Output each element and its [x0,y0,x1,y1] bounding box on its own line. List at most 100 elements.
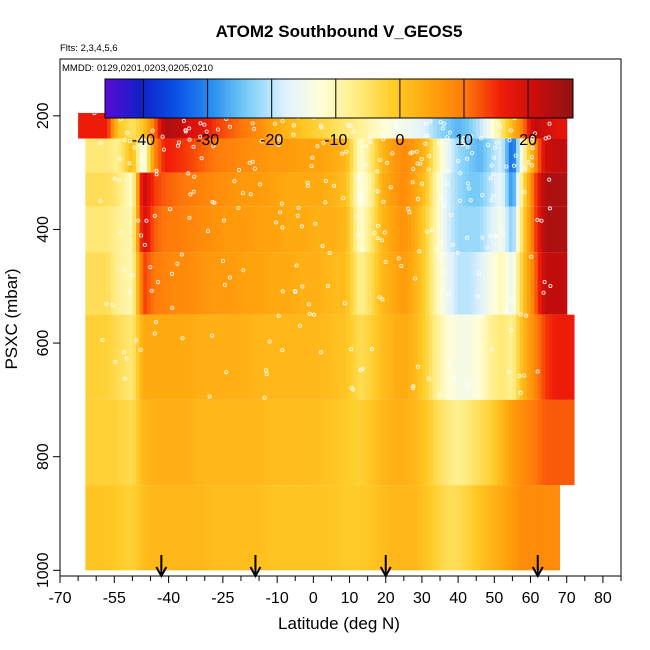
obs-point [522,189,527,194]
colorbar-segment [323,79,326,118]
obs-point [504,164,509,169]
x-tick-label: -70 [48,590,71,607]
heat-cell [458,485,463,571]
heat-cell [338,314,343,400]
obs-point [399,263,404,268]
heat-cell [331,172,336,207]
colorbar-segment [293,79,296,118]
colorbar-segment [521,79,524,118]
heat-cell [96,485,101,571]
heat-cell [483,172,488,207]
heat-cell [103,172,108,207]
heat-cell [479,485,485,571]
colorbar-segment [537,79,540,118]
heat-cell [432,399,438,486]
heat-cell [259,138,264,173]
heat-cell [324,399,329,486]
heat-cell [425,485,430,571]
heat-cell [487,485,492,571]
heat-cell [85,112,90,139]
heat-cell [262,485,267,571]
x-tick-label: -10 [266,590,289,607]
colorbar-segment [329,79,332,118]
heatmap-cells [78,93,575,571]
heat-cell [150,112,155,139]
obs-point [211,144,216,149]
heat-cell [389,112,394,139]
heat-cell [128,138,133,173]
heat-cell [168,138,173,173]
heat-cell [505,112,510,139]
heat-cell [313,252,318,315]
heat-cell [316,485,322,571]
heat-cell [342,112,347,139]
colorbar-segment [387,79,390,118]
heat-cell [378,485,383,571]
heat-cell [472,314,477,400]
heat-cell [512,399,517,486]
heat-cell [103,314,108,400]
heat-cell [92,252,97,315]
heat-cell [136,485,141,571]
heat-cell [468,314,474,400]
heat-cell [215,138,220,173]
heat-cell [132,485,137,571]
colorbar-segment [419,79,422,118]
heat-cell [421,314,427,400]
obs-point [468,134,473,139]
x-tick-label: 0 [309,590,318,607]
obs-point [415,196,420,201]
heat-cell [537,172,542,207]
heat-cell [403,172,409,207]
heat-cell [88,314,94,400]
heat-cell [212,206,217,253]
obs-point [263,368,268,373]
obs-point [508,328,513,333]
obs-point [508,128,513,133]
colorbar-segment [459,79,462,118]
colorbar-segment [311,79,314,118]
heat-cell [269,314,275,400]
heat-cell [519,112,524,139]
heat-cell [302,485,307,571]
obs-point [468,198,473,203]
heat-cell [349,252,354,315]
obs-point [535,369,540,374]
heat-cell [454,314,459,400]
obs-point [518,312,523,317]
obs-point [170,305,175,310]
heat-cell [121,314,126,400]
heat-cell [96,252,101,315]
heat-cell [215,485,220,571]
heat-cell [157,206,162,253]
heat-cell [497,252,503,315]
colorbar-segment [487,79,490,118]
arrow-head [531,566,544,579]
heat-cell [92,399,97,486]
heat-cell [537,138,542,173]
obs-point [276,313,281,318]
colorbar-segment [495,79,498,118]
heat-cell [316,138,322,173]
heat-cell [483,399,488,486]
heat-cell [552,206,557,253]
heat-cell [490,485,495,571]
obs-point [169,271,174,276]
heat-cell [544,112,550,139]
heat-cell [291,112,296,139]
obs-point [192,174,197,179]
heat-cell [117,314,123,400]
obs-point [496,132,501,137]
colorbar-segment [479,79,482,118]
heat-cell [374,485,380,571]
heat-cell [248,399,253,486]
heat-cell [327,112,333,139]
heat-cell [534,138,539,173]
colorbar-segment [453,79,456,118]
heat-cell [534,206,539,253]
heat-cell [367,206,372,253]
heat-cell [230,172,235,207]
heat-cell [143,485,148,571]
heat-cell [244,112,249,139]
colorbar-segment [127,79,130,118]
